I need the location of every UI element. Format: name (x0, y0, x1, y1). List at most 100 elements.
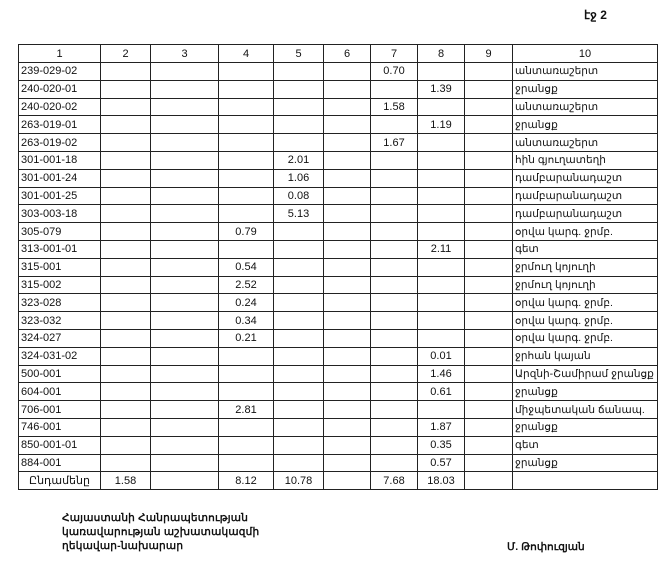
area-cell (218, 115, 274, 135)
area-cell (100, 222, 151, 241)
area-cell (150, 293, 219, 313)
table-row: 301-001-25 0.08 դամբարանադաշտ (18, 186, 658, 206)
land-use-cell: օրվա կարգ. ջրմբ. (512, 311, 658, 330)
parcel-code-cell: 240-020-02 (18, 97, 101, 117)
column-header: 2 (100, 44, 151, 63)
parcel-code-cell: 313-001-01 (18, 239, 101, 259)
area-cell (417, 222, 465, 241)
area-cell (464, 311, 513, 330)
area-cell (417, 168, 465, 188)
area-cell (150, 417, 219, 437)
area-cell (150, 453, 219, 473)
area-cell: 0.61 (417, 382, 465, 402)
column-header: 6 (323, 44, 371, 63)
land-use-cell: դամբարանադաշտ (512, 186, 658, 206)
area-cell (273, 79, 324, 99)
area-cell (273, 293, 324, 313)
area-cell (273, 239, 324, 259)
parcel-code-cell: 500-001 (18, 364, 101, 384)
area-cell (273, 346, 324, 366)
area-cell (150, 328, 219, 348)
area-cell (464, 400, 513, 419)
parcel-code-cell: 305-079 (18, 222, 101, 241)
area-cell (150, 115, 219, 135)
land-use-cell: ջրանցք (512, 115, 658, 135)
area-cell: 1.58 (100, 471, 151, 491)
area-cell (150, 435, 219, 455)
table-row: 239-029-02 0.70 անտառաշերտ (18, 62, 658, 81)
table-row: 303-003-18 5.13 դամբարանադաշտ (18, 204, 658, 224)
parcel-code-cell: 323-032 (18, 311, 101, 330)
parcel-code-cell: 240-020-01 (18, 79, 101, 99)
area-cell (100, 79, 151, 99)
area-cell (218, 79, 274, 99)
area-cell (218, 239, 274, 259)
area-cell (464, 204, 513, 224)
area-cell (100, 435, 151, 455)
land-use-cell (512, 471, 658, 491)
area-cell (218, 97, 274, 117)
parcel-code-cell: 301-001-18 (18, 150, 101, 170)
land-use-cell: դամբարանադաշտ (512, 204, 658, 224)
table-row: 263-019-01 1.19 ջրանցք (18, 115, 658, 135)
area-cell (370, 115, 418, 135)
area-cell (370, 417, 418, 437)
area-cell (323, 97, 371, 117)
area-cell (100, 382, 151, 402)
area-cell: 10.78 (273, 471, 324, 491)
area-cell (273, 382, 324, 402)
column-header: 3 (150, 44, 219, 63)
area-cell (100, 204, 151, 224)
parcel-code-cell: 301-001-24 (18, 168, 101, 188)
area-cell (100, 62, 151, 81)
area-cell (370, 453, 418, 473)
area-cell (370, 346, 418, 366)
area-cell (150, 133, 219, 152)
area-cell (218, 62, 274, 81)
parcel-code-cell: 315-001 (18, 257, 101, 277)
area-cell (150, 62, 219, 81)
area-cell (370, 168, 418, 188)
parcel-code-cell: 884-001 (18, 453, 101, 473)
table-row: 706-001 2.81 միջպետական ճանապ. (18, 400, 658, 419)
area-cell (323, 168, 371, 188)
parcel-code-cell: 315-002 (18, 275, 101, 295)
area-cell: 0.57 (417, 453, 465, 473)
area-cell (464, 257, 513, 277)
area-cell (100, 150, 151, 170)
area-cell (464, 328, 513, 348)
table-row: 301-001-24 1.06 դամբարանադաշտ (18, 168, 658, 188)
area-cell (464, 97, 513, 117)
area-cell (150, 382, 219, 402)
area-cell: 0.21 (218, 328, 274, 348)
area-cell (323, 435, 371, 455)
land-parcel-table: 1 2 3 4 5 6 7 8 9 10 239-029-02 0.70 անտառաշերտ 240-… (18, 44, 658, 491)
area-cell (370, 275, 418, 295)
column-header: 8 (417, 44, 465, 63)
parcel-code-cell: 324-027 (18, 328, 101, 348)
area-cell (370, 204, 418, 224)
column-header: 10 (512, 44, 658, 63)
area-cell (464, 168, 513, 188)
area-cell (323, 204, 371, 224)
area-cell (417, 328, 465, 348)
parcel-code-cell: 323-028 (18, 293, 101, 313)
area-cell: 18.03 (417, 471, 465, 491)
area-cell (150, 222, 219, 241)
area-cell: 0.01 (417, 346, 465, 366)
area-cell: 1.06 (273, 168, 324, 188)
area-cell (100, 400, 151, 419)
area-cell (323, 382, 371, 402)
area-cell: 1.39 (417, 79, 465, 99)
area-cell: 7.68 (370, 471, 418, 491)
area-cell (100, 186, 151, 206)
area-cell (273, 257, 324, 277)
area-cell (370, 328, 418, 348)
area-cell (464, 133, 513, 152)
area-cell (150, 275, 219, 295)
area-cell (323, 133, 371, 152)
area-cell (323, 239, 371, 259)
area-cell (323, 115, 371, 135)
table-header-row: 1 2 3 4 5 6 7 8 9 10 (18, 44, 658, 63)
area-cell (218, 382, 274, 402)
